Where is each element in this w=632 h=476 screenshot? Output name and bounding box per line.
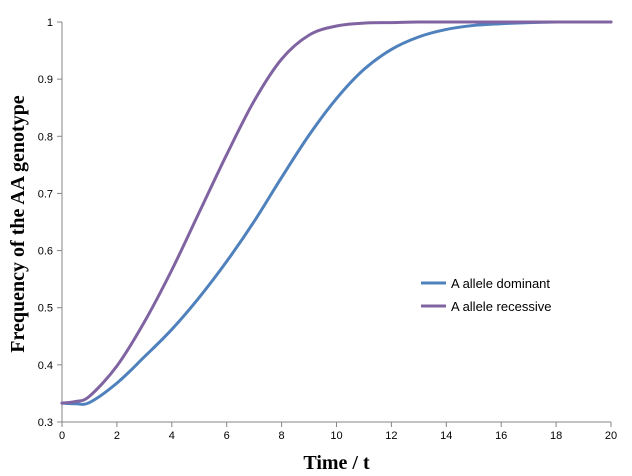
x-tick-label: 18 xyxy=(550,430,562,442)
series-line-dominant xyxy=(60,20,613,406)
y-tick-label: 0.7 xyxy=(38,188,53,200)
x-tick-label: 4 xyxy=(169,430,175,442)
x-tick-label: 2 xyxy=(114,430,120,442)
series-group xyxy=(60,20,613,406)
y-axis-ticks: 0.3 0.4 0.5 0.6 0.7 0.8 0.9 1 xyxy=(38,17,62,429)
y-tick-label: 0.9 xyxy=(38,74,53,86)
x-tick-label: 6 xyxy=(224,430,230,442)
legend-label-recessive: A allele recessive xyxy=(451,299,551,314)
y-tick-label: 0.5 xyxy=(38,303,53,315)
x-tick-label: 8 xyxy=(279,430,285,442)
x-tick-label: 12 xyxy=(385,430,397,442)
x-tick-label: 0 xyxy=(59,430,65,442)
x-tick-label: 16 xyxy=(495,430,507,442)
y-tick-label: 1 xyxy=(47,17,53,29)
y-tick-label: 0.4 xyxy=(38,360,53,372)
legend-label-dominant: A allele dominant xyxy=(451,276,550,291)
y-axis-title: Frequency of the AA genotype xyxy=(7,95,29,353)
x-tick-label: 14 xyxy=(440,430,452,442)
y-tick-label: 0.8 xyxy=(38,131,53,143)
y-tick-label: 0.3 xyxy=(38,417,53,429)
x-tick-label: 10 xyxy=(330,430,342,442)
y-tick-label: 0.6 xyxy=(38,246,53,258)
x-axis-title: Time / t xyxy=(303,452,370,474)
x-axis-ticks: 0 2 4 6 8 10 12 14 16 18 20 xyxy=(59,422,617,442)
plot-area: 0.3 0.4 0.5 0.6 0.7 0.8 0.9 1 0 2 4 6 8 10 12 14 16 18 20 xyxy=(38,17,617,442)
series-line-recessive xyxy=(60,20,613,405)
x-tick-label: 20 xyxy=(605,430,617,442)
legend: A allele dominant A allele recessive xyxy=(421,276,551,314)
